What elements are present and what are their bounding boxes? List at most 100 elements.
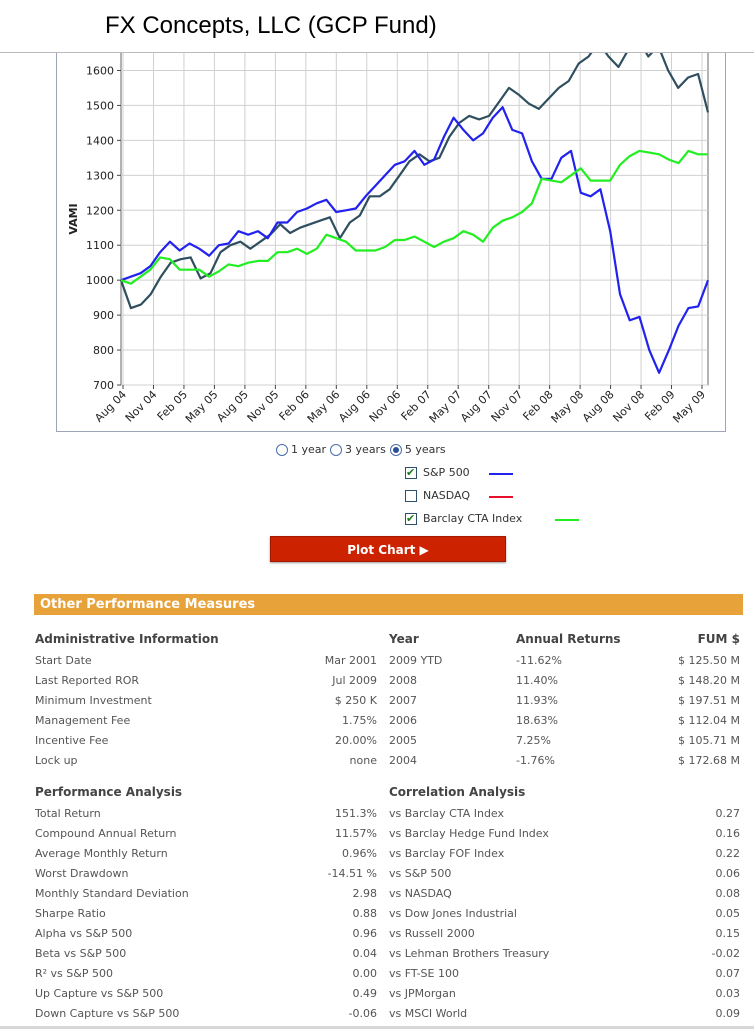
checkbox-icon[interactable] [405, 465, 417, 481]
annual-fum: $ 172.68 M [678, 754, 740, 767]
y-tick-label: 1000 [86, 274, 114, 287]
correlation-value: 0.27 [715, 807, 741, 820]
correlation-value: 0.15 [715, 927, 741, 940]
series-line-fund [119, 53, 710, 310]
correlation-label: vs Dow Jones Industrial [389, 907, 517, 920]
y-tick-label: 1300 [86, 169, 114, 182]
range-option-5-years[interactable]: 5 years [389, 443, 446, 456]
annual-year: 2006 [389, 714, 417, 727]
y-tick-label: 800 [93, 344, 114, 357]
y-tick-label: 700 [93, 379, 114, 392]
correlation-label: vs JPMorgan [389, 987, 456, 1000]
performance-label: Up Capture vs S&P 500 [35, 987, 164, 1000]
admin-label: Incentive Fee [35, 734, 109, 747]
range-selector: 1 year 3 years 5 years [276, 443, 450, 456]
checkbox-icon[interactable] [405, 490, 417, 502]
admin-heading: Administrative Information [35, 632, 219, 646]
annual-fum: $ 148.20 M [678, 674, 740, 687]
range-option-1-year[interactable]: 1 year [276, 443, 326, 456]
x-tick-label: May 09 [670, 388, 708, 426]
annual-return: -11.62% [516, 654, 562, 667]
correlation-value: 0.07 [715, 967, 741, 980]
admin-value: Jul 2009 [332, 674, 377, 687]
correlation-value: 0.22 [715, 847, 741, 860]
annual-year: 2008 [389, 674, 417, 687]
performance-value: 0.88 [352, 907, 378, 920]
performance-value: 2.98 [352, 887, 378, 900]
x-tick-label: Nov 07 [489, 388, 526, 425]
legend-label: S&P 500 [423, 466, 470, 479]
admin-value: 20.00% [335, 734, 377, 747]
y-tick-label: 1500 [86, 99, 114, 112]
x-tick-label: Nov 08 [610, 388, 647, 425]
annual-return: 18.63% [516, 714, 558, 727]
series-line-barclay-cta-index [120, 149, 708, 285]
radio-icon[interactable] [389, 444, 402, 456]
admin-label: Minimum Investment [35, 694, 152, 707]
x-tick-label: May 05 [183, 388, 221, 426]
performance-value: 0.96 [352, 927, 378, 940]
y-axis-title: VAMI [67, 203, 80, 234]
x-tick-label: May 06 [305, 388, 343, 426]
checkbox-icon[interactable] [405, 511, 417, 527]
correlation-label: vs Russell 2000 [389, 927, 475, 940]
performance-value: 151.3% [335, 807, 377, 820]
performance-label: Compound Annual Return [35, 827, 177, 840]
admin-label: Last Reported ROR [35, 674, 140, 687]
y-tick-label: 1400 [86, 134, 114, 147]
legend-item-nasdaq[interactable]: NASDAQ [405, 488, 585, 504]
x-tick-label: Aug 08 [580, 388, 617, 425]
page-title: FX Concepts, LLC (GCP Fund) [105, 12, 437, 39]
performance-value: -0.06 [348, 1007, 377, 1020]
performance-value: 0.49 [352, 987, 378, 1000]
correlation-label: vs Barclay Hedge Fund Index [389, 827, 549, 840]
x-tick-label: May 07 [427, 388, 465, 426]
performance-label: Monthly Standard Deviation [35, 887, 189, 900]
x-tick-label: Aug 07 [458, 388, 495, 425]
range-option-3-years[interactable]: 3 years [330, 443, 386, 456]
performance-label: Beta vs S&P 500 [35, 947, 127, 960]
y-tick-label: 1100 [86, 239, 114, 252]
chart-canvas: 700 800 900 1000 1100 1200 1300 1400 1500 1600 VAM… [67, 53, 710, 426]
correlation-label: vs Barclay FOF Index [389, 847, 505, 860]
performance-value: 11.57% [335, 827, 377, 840]
fum-heading: FUM $ [697, 632, 740, 646]
correlation-label: vs S&P 500 [389, 867, 452, 880]
x-tick-label: May 08 [549, 388, 587, 426]
annual-returns-heading: Annual Returns [516, 632, 621, 646]
plot-chart-button[interactable]: Plot Chart ▶ [270, 536, 506, 562]
range-option-label: 3 years [345, 443, 386, 456]
admin-label: Management Fee [35, 714, 131, 727]
correlation-heading: Correlation Analysis [389, 785, 526, 799]
legend-swatch [555, 519, 579, 521]
year-heading: Year [389, 632, 419, 646]
legend-item-barclay-cta-index[interactable]: Barclay CTA Index [405, 511, 585, 527]
performance-label: R² vs S&P 500 [35, 967, 113, 980]
legend-item-s-p-500[interactable]: S&P 500 [405, 465, 585, 481]
correlation-value: 0.03 [715, 987, 741, 1000]
correlation-label: vs Lehman Brothers Treasury [389, 947, 550, 960]
x-tick-label: Aug 05 [214, 388, 251, 425]
performance-label: Alpha vs S&P 500 [35, 927, 133, 940]
correlation-value: 0.16 [715, 827, 741, 840]
performance-label: Average Monthly Return [35, 847, 168, 860]
x-tick-label: Nov 06 [367, 388, 404, 425]
admin-value: Mar 2001 [324, 654, 377, 667]
radio-icon[interactable] [276, 444, 288, 456]
performance-value: 0.96% [342, 847, 377, 860]
performance-value: 0.00 [352, 967, 378, 980]
x-tick-label: Aug 04 [92, 388, 129, 425]
legend-swatch [489, 496, 513, 498]
x-tick-label: Nov 05 [245, 388, 282, 425]
range-option-label: 1 year [291, 443, 327, 456]
admin-value: none [349, 754, 377, 767]
radio-icon[interactable] [330, 444, 343, 456]
performance-value: -14.51 % [327, 867, 377, 880]
annual-return: 11.40% [516, 674, 558, 687]
performance-label: Down Capture vs S&P 500 [35, 1007, 180, 1020]
range-option-label: 5 years [404, 443, 446, 456]
annual-year: 2005 [389, 734, 417, 747]
admin-label: Lock up [35, 754, 78, 767]
y-tick-label: 900 [93, 309, 114, 322]
annual-year: 2004 [389, 754, 417, 767]
